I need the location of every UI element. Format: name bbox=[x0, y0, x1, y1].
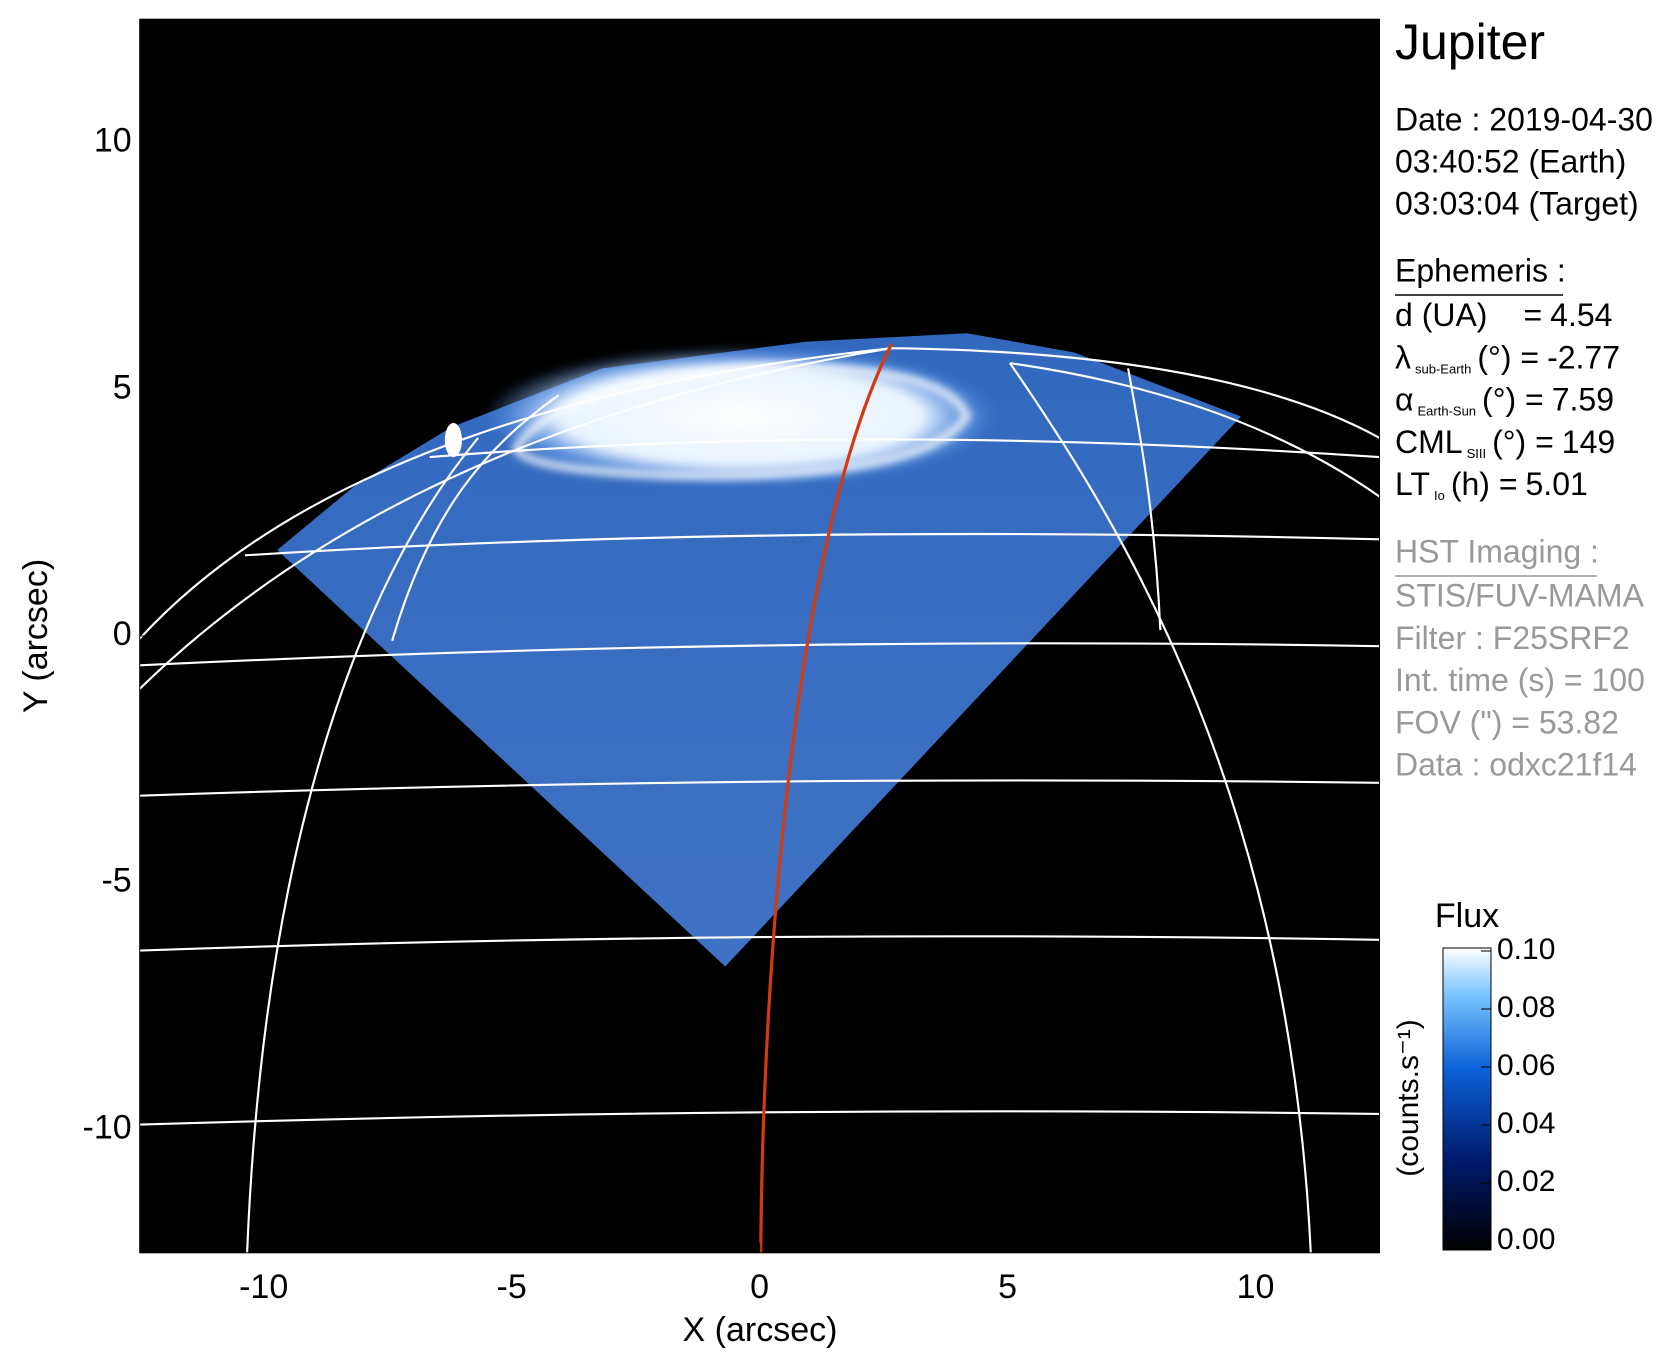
hst-line: Filter : F25SRF2 bbox=[1395, 620, 1630, 656]
colorbar bbox=[1442, 947, 1492, 1251]
ephemeris-subscript: Io bbox=[1434, 489, 1445, 504]
ephemeris-value: -2.77 bbox=[1547, 340, 1620, 376]
y-tick-label: -10 bbox=[83, 1108, 132, 1146]
colorbar-tick-label: 0.08 bbox=[1497, 991, 1555, 1024]
hst-heading: HST Imaging : bbox=[1395, 533, 1599, 569]
ephemeris-unit: (°) = bbox=[1482, 382, 1544, 418]
aurora bbox=[483, 347, 1000, 486]
ephemeris-row: LT Io (h) = 5.01 bbox=[1395, 467, 1588, 504]
x-tick-label: 0 bbox=[750, 1268, 769, 1306]
date-line: 03:03:04 (Target) bbox=[1395, 185, 1639, 221]
y-tick-label: 0 bbox=[113, 615, 132, 653]
ephemeris-row: λ sub-Earth (°) = -2.77 bbox=[1395, 340, 1620, 377]
ephemeris-unit: (°) = bbox=[1492, 424, 1554, 460]
ephemeris-value: 4.54 bbox=[1550, 297, 1612, 333]
panel-title: Jupiter bbox=[1395, 14, 1545, 70]
colorbar-title: Flux bbox=[1435, 897, 1499, 935]
date-line: Date : 2019-04-30 bbox=[1395, 101, 1653, 137]
aurora-spot bbox=[444, 422, 462, 458]
ephemeris-row: α Earth-Sun (°) = 7.59 bbox=[1395, 382, 1614, 419]
ephemeris-heading: Ephemeris : bbox=[1395, 252, 1566, 288]
colorbar-tick-label: 0.10 bbox=[1497, 933, 1555, 966]
y-axis-label: Y (arcsec) bbox=[17, 559, 55, 713]
y-tick-label: 5 bbox=[113, 368, 132, 406]
y-tick-label: 10 bbox=[94, 122, 132, 160]
x-tick-label: 10 bbox=[1237, 1268, 1275, 1306]
ephemeris-unit: = bbox=[1523, 297, 1542, 333]
colorbar-tick-label: 0.02 bbox=[1497, 1165, 1555, 1198]
y-tick-label: -5 bbox=[101, 862, 131, 900]
ephemeris-value: 149 bbox=[1562, 424, 1615, 460]
x-tick-label: 5 bbox=[998, 1268, 1017, 1306]
colorbar-tick-label: 0.00 bbox=[1497, 1223, 1555, 1256]
ephemeris-row: d (UA) = 4.54 bbox=[1395, 297, 1612, 333]
x-tick-label: -5 bbox=[497, 1268, 527, 1306]
central-meridian bbox=[759, 343, 894, 1253]
ephemeris-symbol: α bbox=[1395, 382, 1414, 418]
colorbar-label: (counts.s⁻¹) bbox=[1392, 1019, 1425, 1177]
ephemeris-subscript: Earth-Sun bbox=[1418, 404, 1477, 419]
ephemeris-row: CML SIII (°) = 149 bbox=[1395, 424, 1615, 461]
hst-line: Int. time (s) = 100 bbox=[1395, 662, 1645, 698]
colorbar-tick-label: 0.04 bbox=[1497, 1107, 1555, 1140]
hst-line: STIS/FUV-MAMA bbox=[1395, 577, 1645, 613]
hst-line: FOV (") = 53.82 bbox=[1395, 704, 1619, 740]
ephemeris-unit: (h) = bbox=[1451, 467, 1518, 503]
ephemeris-subscript: SIII bbox=[1467, 446, 1487, 461]
ephemeris-symbol: CML bbox=[1395, 424, 1463, 460]
x-tick-label: -10 bbox=[239, 1268, 288, 1306]
image bbox=[138, 19, 1381, 1253]
observed-region bbox=[277, 333, 1241, 967]
date-line: 03:40:52 (Earth) bbox=[1395, 143, 1626, 179]
ephemeris-value: 7.59 bbox=[1552, 382, 1614, 418]
ephemeris-symbol: LT bbox=[1395, 467, 1430, 503]
colorbar-tick-label: 0.06 bbox=[1497, 1049, 1555, 1082]
ephemeris-value: 5.01 bbox=[1526, 467, 1588, 503]
ephemeris-unit: (°) = bbox=[1477, 340, 1539, 376]
planet-grid bbox=[138, 347, 1381, 1253]
hst-line: Data : odxc21f14 bbox=[1395, 747, 1637, 783]
ephemeris-symbol: d (UA) bbox=[1395, 297, 1487, 333]
ephemeris-subscript: sub-Earth bbox=[1415, 362, 1471, 377]
aurora-oval bbox=[511, 364, 971, 479]
x-axis-label: X (arcsec) bbox=[683, 1311, 838, 1349]
ephemeris-symbol: λ bbox=[1395, 340, 1411, 376]
